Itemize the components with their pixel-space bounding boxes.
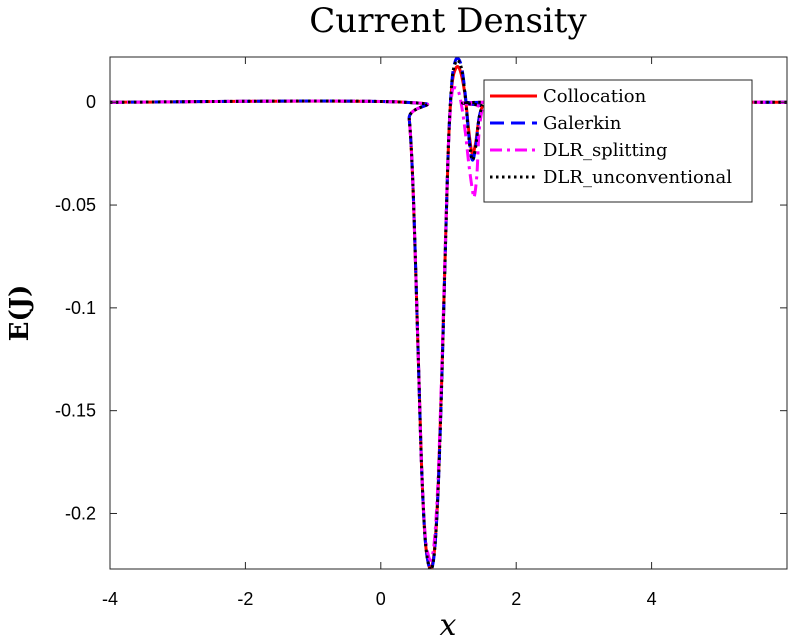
y-tick-label: -0.15 [55, 401, 96, 421]
y-axis-label: E(J) [5, 285, 35, 342]
x-tick-label: -2 [237, 589, 253, 609]
x-axis: -4 -2 0 2 4 [102, 57, 657, 609]
x-tick-label: 2 [511, 589, 521, 609]
x-tick-label: 0 [376, 589, 386, 609]
y-axis: 0 -0.05 -0.1 -0.15 -0.2 [55, 92, 787, 523]
series-line-dlr-splitting [110, 86, 787, 562]
legend-entry: DLR_splitting [543, 140, 668, 161]
series-layer [110, 57, 787, 569]
x-tick-label: 4 [647, 589, 657, 609]
y-tick-label: -0.2 [65, 503, 96, 523]
legend-box [483, 79, 753, 203]
x-tick-label: -4 [102, 589, 118, 609]
y-tick-label: -0.05 [55, 195, 96, 215]
legend-entry: Galerkin [543, 113, 622, 134]
y-tick-label: -0.1 [65, 298, 96, 318]
legend-entry: DLR_unconventional [543, 167, 732, 188]
plot-frame [109, 56, 788, 570]
legend: Collocation Galerkin DLR_splitting DLR_unco… [483, 79, 753, 203]
x-axis-label: x [440, 608, 457, 642]
legend-entry: Collocation [543, 86, 647, 107]
y-tick-label: 0 [86, 92, 96, 112]
chart-title: Current Density [309, 1, 587, 41]
